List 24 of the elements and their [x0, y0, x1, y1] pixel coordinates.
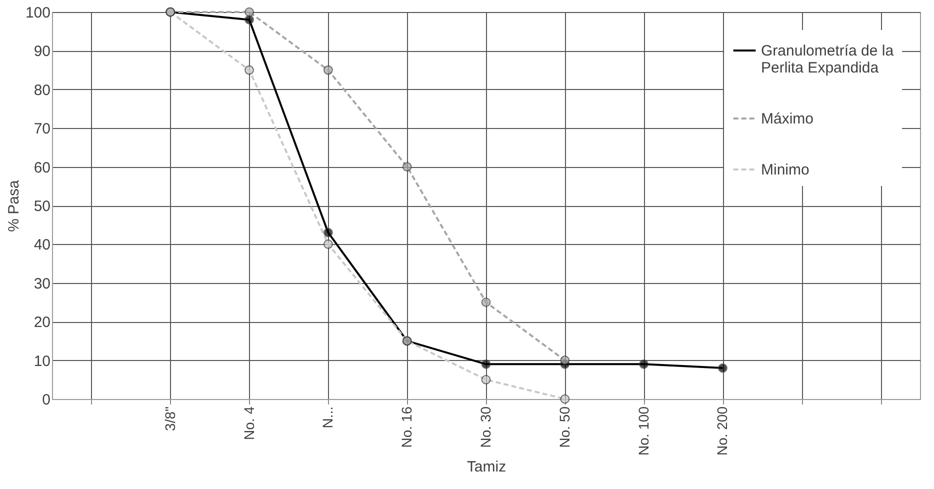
y-tick-label: 70: [34, 120, 50, 138]
x-tick-label: No. 30: [478, 406, 494, 448]
x-tick-label: No. 16: [398, 406, 415, 448]
x-tick-label: 3/8": [162, 406, 178, 431]
x-tick-label: No. 4: [240, 406, 257, 440]
y-axis-title: % Pasa: [5, 180, 22, 232]
legend-label: Granulometría de la Perlita Expandida: [761, 42, 894, 76]
y-tick-label: 30: [34, 275, 50, 292]
x-tick-label: No. 100: [635, 406, 652, 456]
x-tick-label: No. 50: [556, 406, 572, 448]
legend-label: Máximo: [761, 110, 814, 128]
x-tick-label: N...: [320, 406, 336, 428]
y-tick-label: 40: [34, 236, 50, 254]
y-tick-label: 50: [34, 198, 50, 215]
legend-label: Minimo: [761, 162, 810, 178]
y-tick-label: 60: [34, 159, 50, 176]
x-axis-title: Tamiz: [466, 458, 506, 476]
y-tick-label: 100: [25, 4, 50, 22]
x-tick-label: No. 200: [714, 406, 730, 456]
y-tick-label: 20: [34, 314, 50, 332]
y-tick-label: 0: [42, 392, 50, 408]
y-tick-label: 90: [34, 43, 50, 60]
y-tick-label: 80: [34, 82, 50, 99]
y-tick-label: 10: [34, 352, 50, 370]
